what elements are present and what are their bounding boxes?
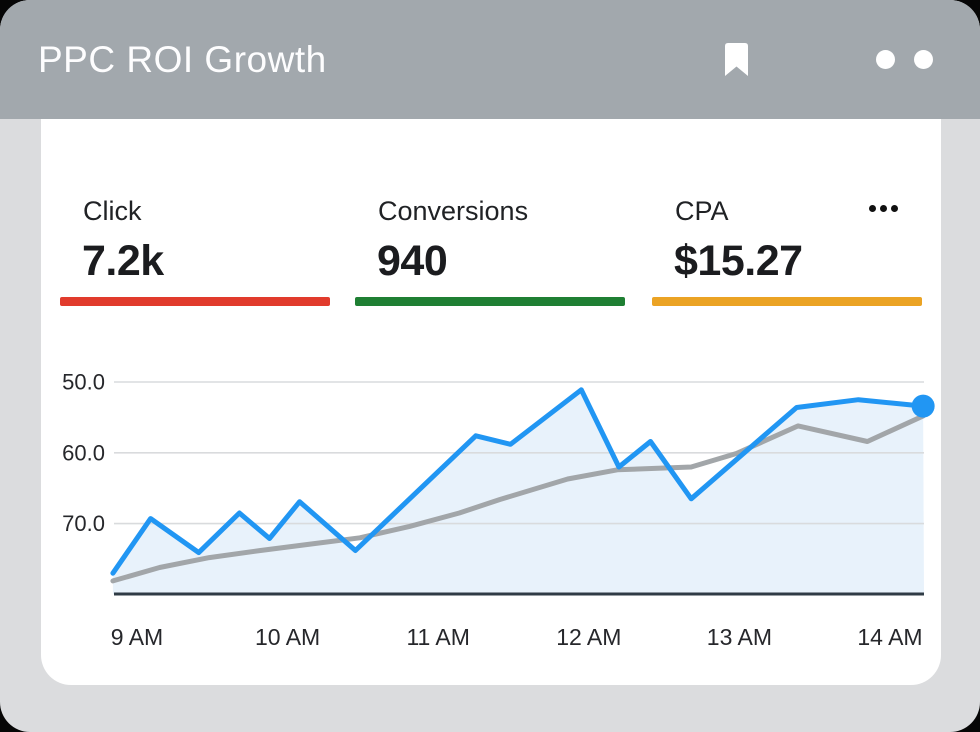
header: PPC ROI Growth: [0, 0, 980, 119]
kpi-label: CPA: [675, 196, 729, 226]
bookmark-icon[interactable]: [725, 43, 748, 76]
series-line-cpa-current: [110, 387, 926, 576]
two-dots-menu-icon[interactable]: [876, 50, 933, 69]
series-line-cpa-benchmark: [110, 413, 926, 584]
y-tick-label: 60.0: [62, 440, 105, 465]
kpi-label: Click: [83, 196, 142, 226]
x-tick-label: 11 AM: [406, 624, 470, 650]
kpi-underline-bar: [60, 297, 330, 306]
kpi-label: Conversions: [378, 196, 529, 226]
kpi-clicks: Click 7.2k: [60, 119, 330, 309]
kpi-value: $15.27: [674, 237, 803, 285]
kpi-underline-bar: [652, 297, 922, 306]
page-title: PPC ROI Growth: [38, 38, 327, 80]
widget-card: Click 7.2k Conversions 940 CPA $15.27 50…: [41, 119, 941, 685]
grid-apps-icon[interactable]: [796, 44, 830, 76]
x-tick-label: 12 AM: [556, 624, 621, 650]
kpi-underline-bar: [355, 297, 625, 306]
y-tick-label: 50.0: [62, 370, 105, 395]
dot-icon: [880, 205, 887, 212]
y-tick-label: 70.0: [62, 511, 105, 536]
dot-icon: [914, 50, 933, 69]
kpi-value: 940: [377, 237, 448, 285]
dot-icon: [869, 205, 876, 212]
header-actions: [725, 0, 933, 119]
x-tick-label: 10 AM: [255, 624, 320, 650]
x-tick-label: 13 AM: [707, 624, 772, 650]
ellipsis-menu-icon[interactable]: [867, 203, 900, 214]
x-tick-label: 9 AM: [111, 624, 163, 650]
kpi-cpa: CPA $15.27: [652, 119, 922, 309]
kpi-value: 7.2k: [82, 237, 164, 285]
series-end-dot: [911, 394, 935, 418]
x-tick-label: 14 AM: [857, 624, 922, 650]
dot-icon: [891, 205, 898, 212]
roi-chart: 50.0 60.0 70.0 9 AM 10 AM 11 AM 12 AM 13 AM 14 A…: [62, 370, 935, 650]
kpi-conversions: Conversions 940: [355, 119, 625, 309]
dot-icon: [876, 50, 895, 69]
